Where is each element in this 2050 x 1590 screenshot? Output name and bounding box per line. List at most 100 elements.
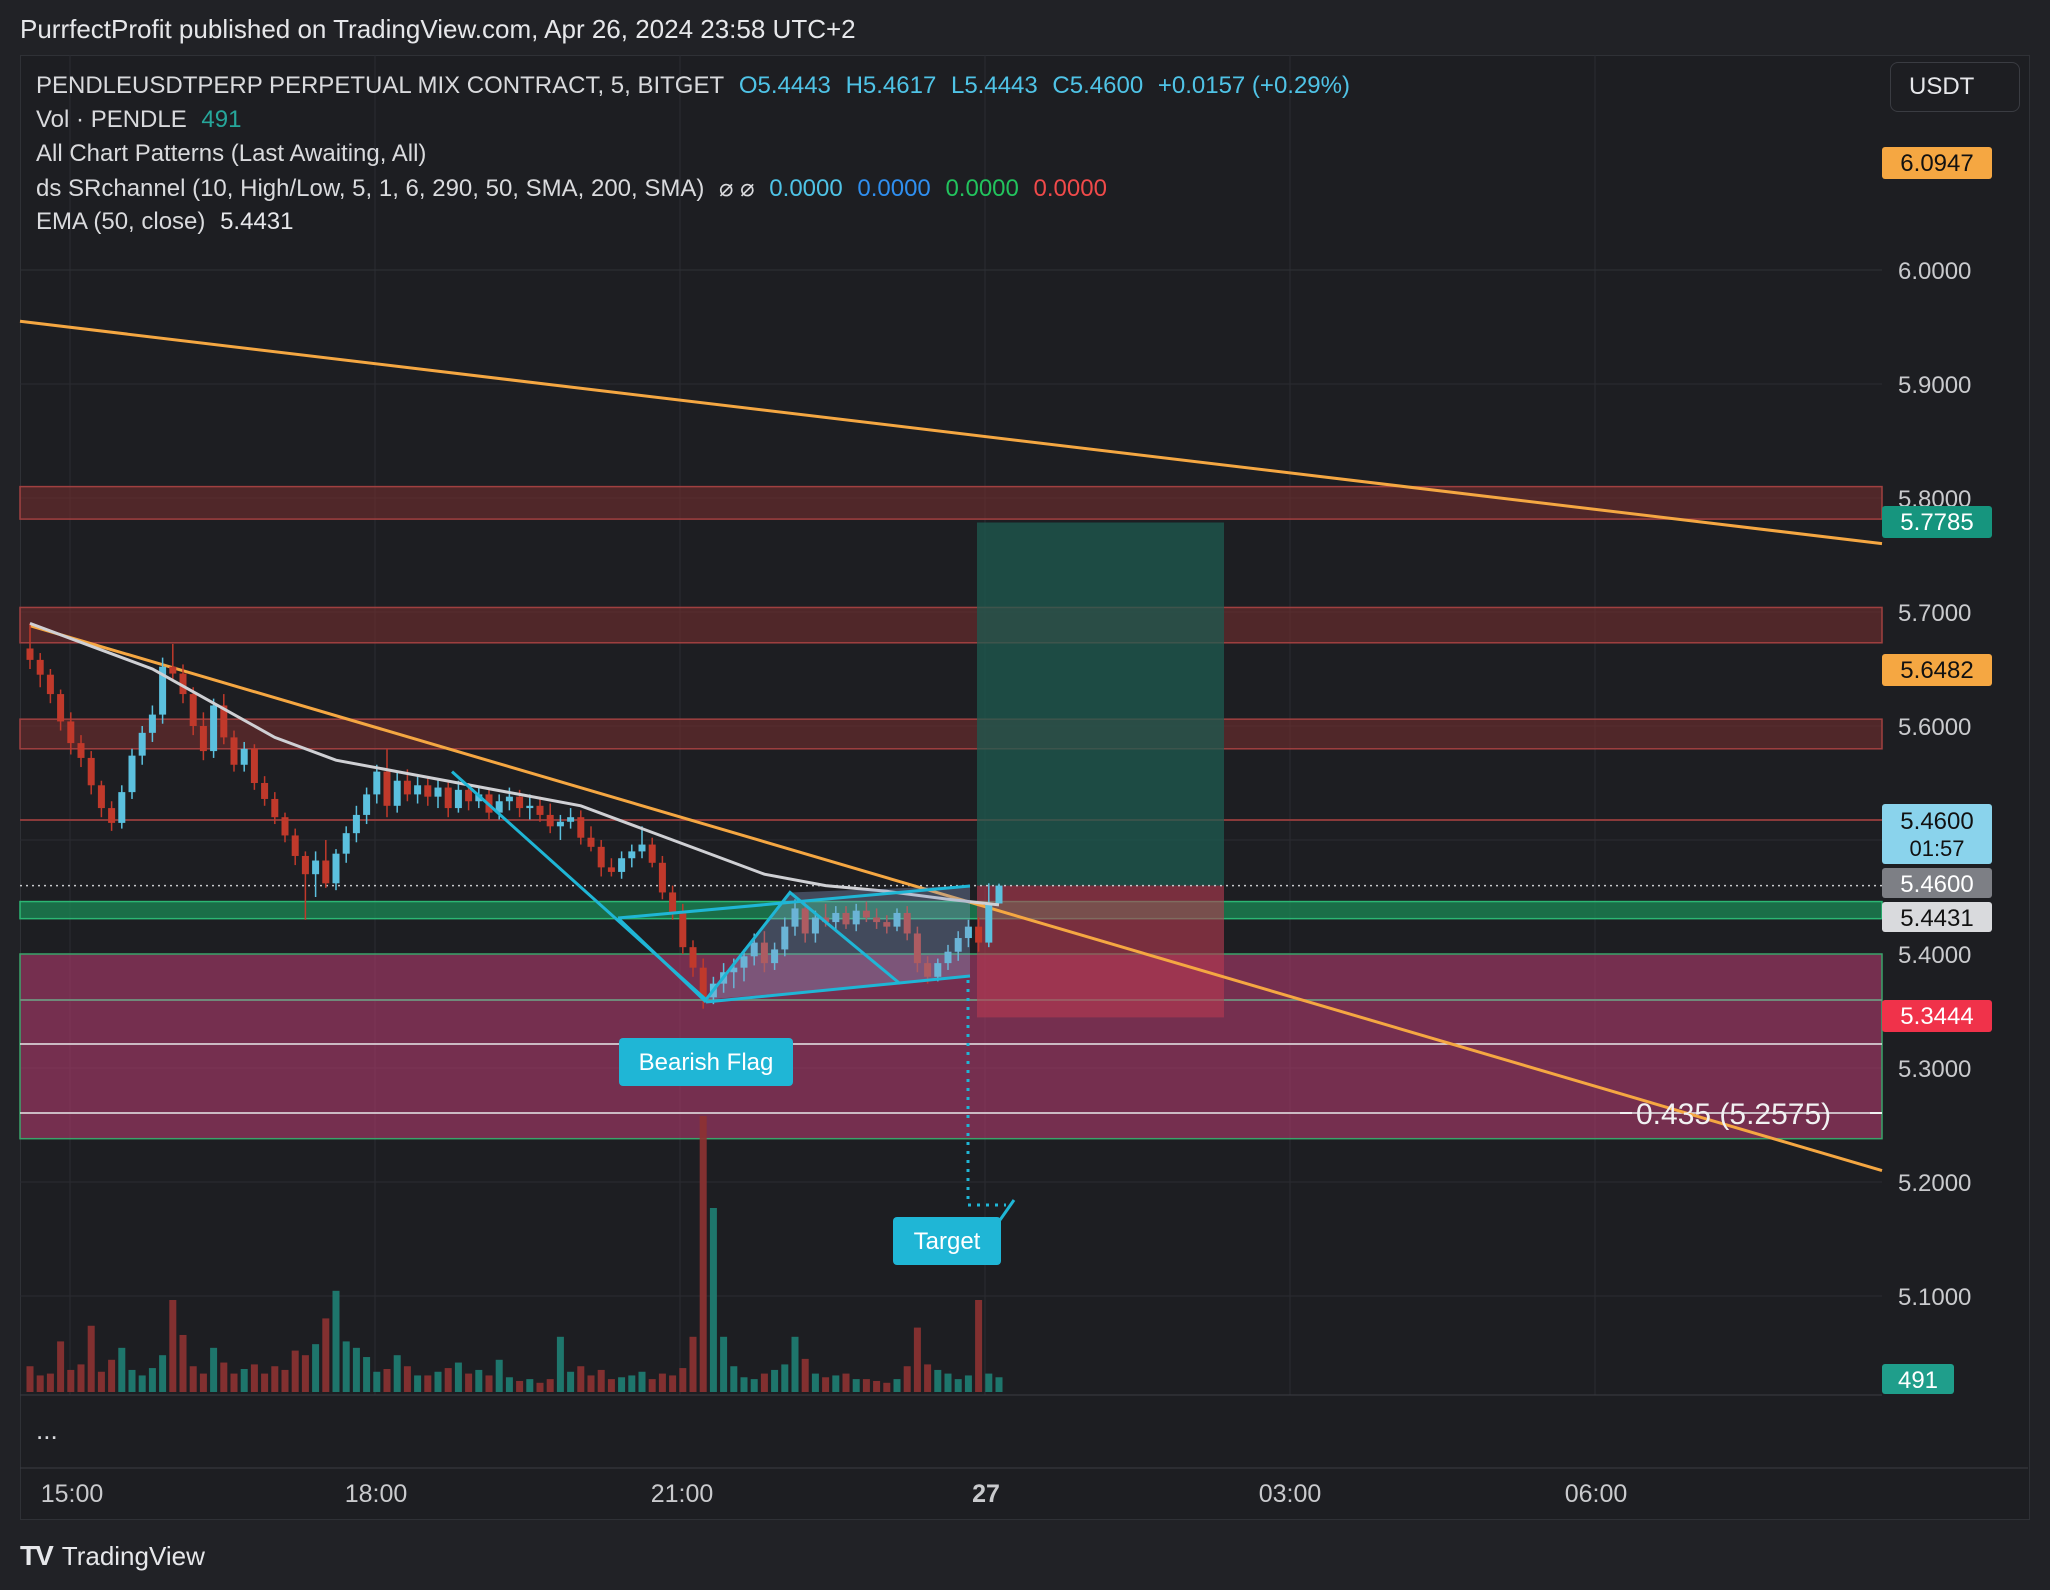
price-label-bg [1882,506,1992,538]
candle-body [730,967,738,973]
candle-body [454,789,462,809]
candle-body [383,771,391,806]
y-tick-label: 5.4000 [1898,942,1971,969]
volume-bar [526,1379,534,1392]
candle-body [108,808,116,823]
price-label-bg [1882,147,1992,179]
candle-body [516,796,524,809]
volume-bar [393,1355,401,1392]
trendline-1 [29,624,1883,1173]
candle-body [281,817,289,836]
volume-bar [771,1369,779,1392]
volume-bar [169,1300,177,1392]
ohlc-high: H5.4617 [845,72,937,99]
candle-body [934,963,942,977]
volume-bar [720,1336,728,1392]
fib-level-label: 0.435 (5.2575) [1636,1098,1831,1131]
volume-axis-label: 491 [1882,1364,1954,1394]
price-label-text: 5.4600 [1900,808,1973,835]
candle-body [434,787,442,797]
volume-indicator[interactable]: Vol · PENDLE 491 [36,106,249,134]
volume-bar [975,1300,983,1392]
candle-body [536,805,544,815]
sr-zone-1 [19,606,1883,644]
volume-bar [57,1341,65,1392]
x-tick-label: 18:00 [345,1480,408,1508]
volume-bar [811,1373,819,1392]
volume-bar [26,1366,34,1392]
price-label-text: 5.4431 [1900,905,1973,932]
volume-bar [730,1366,738,1392]
candle-body [312,860,320,875]
y-tick-label: 5.1000 [1898,1284,1971,1311]
price-label-bg [1882,868,1992,898]
candle-body [424,785,432,797]
price-label-countdown: 01:57 [1909,836,1964,861]
currency-selector[interactable]: USDT [1890,62,2020,112]
candle-body [852,910,860,925]
candle-body [791,908,799,927]
candles [26,623,1003,1009]
candle-body [985,903,993,943]
volume-bar [322,1318,330,1392]
candle-body [740,956,748,968]
volume-bar [567,1371,575,1392]
candle-body [210,705,218,752]
chart-patterns-indicator[interactable]: All Chart Patterns (Last Awaiting, All) [36,140,434,168]
volume-bar [516,1380,524,1392]
volume-bar [240,1369,248,1392]
candle-body [862,910,870,918]
volume-axis-label-bg [1882,1364,1954,1394]
y-tick-label: 5.3000 [1898,1056,1971,1083]
candle-body [567,817,575,822]
candle-body [607,867,615,872]
candle-body [760,942,768,964]
volume-bar [781,1364,789,1392]
candle-body [954,938,962,952]
price-label-0: 6.0947 [1882,147,1992,179]
volume-bar [862,1379,870,1392]
price-label-6: 5.3444 [1882,1000,1992,1032]
volume-bar [852,1379,860,1392]
volume-bar [883,1382,891,1392]
volume-bar [199,1373,207,1392]
sr-value-2: 0.0000 [857,175,931,202]
candle-body [822,917,830,923]
price-label-text: 5.3444 [1900,1003,1973,1030]
candle-body [577,817,585,838]
candle-body [546,814,554,827]
volume-bar [791,1336,799,1392]
volume-bar [893,1379,901,1392]
volume-bar [108,1359,116,1392]
y-tick-label: 6.0000 [1898,258,1971,285]
candle-body [414,785,422,795]
volume-bar [832,1375,840,1392]
candle-body [801,908,809,934]
more-indicators-button[interactable]: ... [36,1415,58,1445]
volume-bar [903,1366,911,1392]
volume-bar [312,1344,320,1392]
symbol-name[interactable]: PENDLEUSDTPERP PERPETUAL MIX CONTRACT, 5… [36,72,725,99]
candle-body [944,951,952,964]
sr-channel-icons: ⌀ ⌀ [719,175,755,202]
candle-body [403,780,411,795]
sr-channel-indicator[interactable]: ds SRchannel (10, High/Low, 5, 1, 6, 290… [36,174,1115,203]
candle-body [179,673,187,695]
candle-body [465,789,473,802]
volume-bar [230,1373,238,1392]
candle-body [250,748,258,783]
volume-bar [607,1379,615,1392]
candle-body [36,659,44,675]
tradingview-logo[interactable]: TV TradingView [20,1540,205,1572]
candle-body [97,785,105,809]
volume-bar [658,1373,666,1392]
volume-bar [689,1336,697,1392]
volume-bar [220,1362,228,1392]
candle-body [638,844,646,852]
ema-indicator[interactable]: EMA (50, close) 5.4431 [36,208,301,236]
volume-bar [873,1380,881,1392]
volume-bar [128,1369,136,1392]
candle-body [46,674,54,695]
